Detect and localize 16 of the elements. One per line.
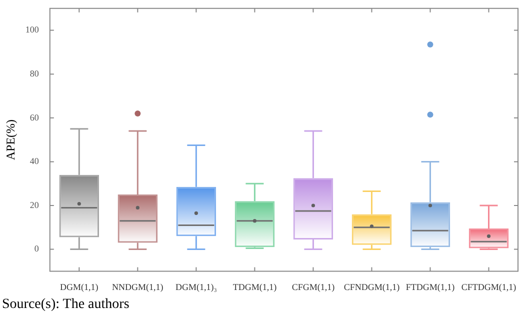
x-tick-label: DGM(1,1)₃: [175, 282, 217, 292]
y-tick-label: 100: [25, 24, 40, 35]
x-tick-label: FTDGM(1,1): [406, 282, 455, 292]
y-tick-label: 0: [34, 244, 40, 254]
x-tick-label: NNDGM(1,1): [112, 282, 164, 292]
y-axis-title: APE(%): [3, 119, 18, 160]
x-tick-label: CFGM(1,1): [292, 282, 335, 292]
y-tick-label: 20: [30, 200, 40, 210]
y-tick-label: 80: [30, 68, 40, 78]
source-note: Source(s): The authors: [2, 297, 130, 313]
x-tick-label: TDGM(1,1): [232, 282, 277, 292]
x-tick-label: CFNDGM(1,1): [344, 282, 400, 292]
x-tick-label: DGM(1,1): [60, 282, 98, 292]
y-tick-label: 60: [30, 112, 40, 122]
y-tick-label: 40: [30, 156, 40, 166]
x-tick-label: CFTDGM(1,1): [461, 282, 516, 292]
